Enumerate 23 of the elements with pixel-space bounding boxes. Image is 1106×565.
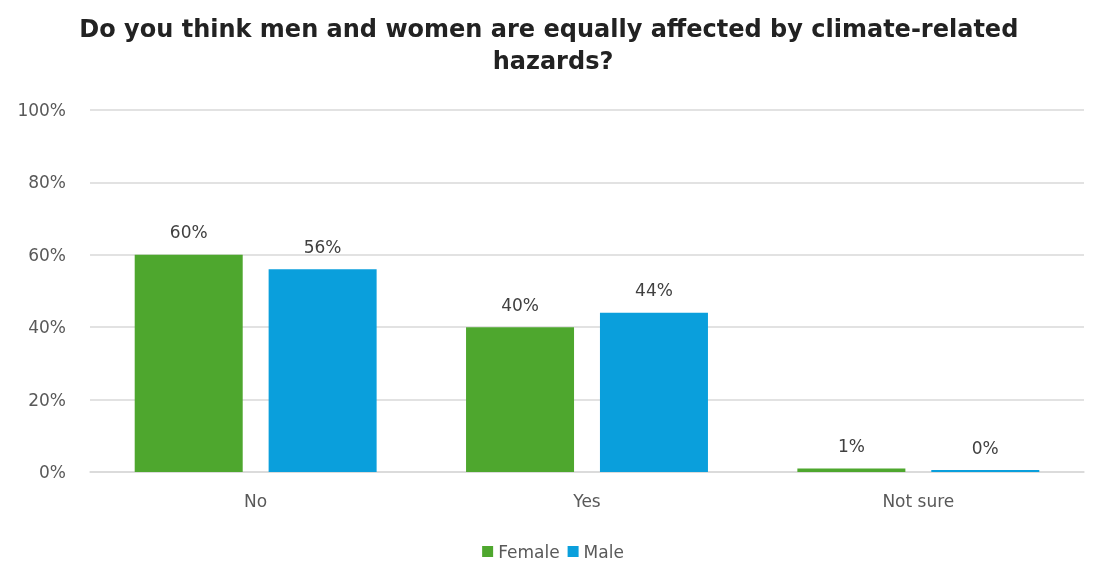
chart-title: Do you think men and women are equally affected by climate-related hazards?	[79, 15, 1027, 75]
x-tick-label: No	[244, 490, 268, 511]
data-label: 56%	[303, 236, 342, 257]
data-label: 44%	[635, 280, 673, 301]
legend-label: Male	[583, 541, 624, 562]
bar	[268, 269, 377, 472]
y-tick-label: 60%	[28, 244, 66, 265]
y-tick-label: 40%	[28, 317, 66, 338]
data-label: 0%	[971, 437, 999, 458]
bar	[797, 468, 906, 472]
bar	[134, 254, 243, 472]
data-label: 1%	[837, 435, 865, 456]
x-tick-label: Yes	[572, 490, 601, 511]
bar	[599, 312, 708, 472]
bar	[466, 327, 575, 472]
y-tick-label: 80%	[28, 172, 66, 193]
legend-label: Female	[498, 541, 560, 562]
data-label: 60%	[169, 222, 208, 243]
y-tick-label: 100%	[17, 100, 66, 120]
data-label: 40%	[501, 294, 539, 315]
y-tick-label: 0%	[39, 462, 66, 482]
y-tick-label: 20%	[28, 389, 66, 410]
x-tick-label: Not sure	[882, 490, 955, 511]
